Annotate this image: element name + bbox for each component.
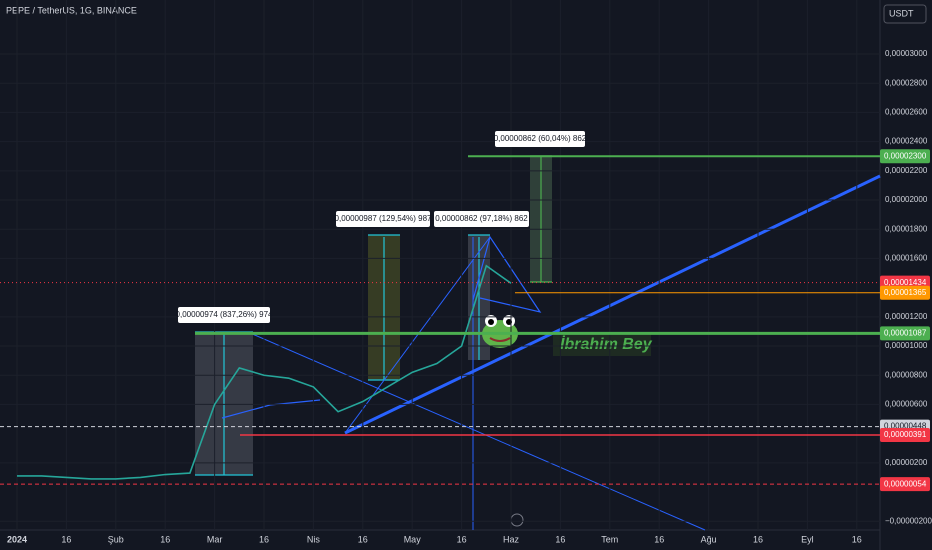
trend-line — [344, 174, 881, 435]
currency-button[interactable] — [883, 4, 927, 24]
x-tick-label: 16 — [358, 534, 368, 544]
measure-label-bg — [434, 211, 529, 227]
price-line — [17, 264, 512, 480]
currency-label: USDT — [889, 8, 914, 18]
y-tick-label: 0,00001000 — [885, 341, 928, 350]
trend-line — [344, 236, 491, 434]
x-tick-label: 16 — [555, 534, 565, 544]
price-tag-label: 0,00001434 — [884, 278, 927, 287]
measure-label-bg — [178, 307, 270, 323]
measure-label-bg — [336, 211, 430, 227]
x-tick-label: Ağu — [701, 534, 717, 544]
y-tick-label: 0,00002000 — [885, 195, 928, 204]
x-tick-label: Mar — [207, 534, 223, 544]
arrow-drawing — [221, 399, 321, 419]
x-tick-label: Nis — [307, 534, 320, 544]
price-tag — [880, 285, 930, 300]
price-tag — [880, 427, 930, 442]
measure-label: 0,00000987 (129,54%) 987 — [335, 214, 433, 223]
watermark: İbrahim Bey — [560, 335, 653, 353]
price-tag — [880, 149, 930, 164]
x-tick-label: 2024 — [7, 534, 27, 544]
y-tick-label: 0,00000800 — [885, 370, 928, 379]
price-tag-label: 0,00000391 — [884, 430, 927, 439]
y-tick-label: 0,00001600 — [885, 254, 928, 263]
price-tag-label: 0,00000448 — [884, 422, 927, 431]
x-tick-label: 16 — [61, 534, 71, 544]
y-tick-label: 0,00001200 — [885, 312, 928, 321]
y-tick-label: 0,00001800 — [885, 224, 928, 233]
y-tick-label: 0,00000200 — [885, 458, 928, 467]
price-tag-label: 0,00000054 — [884, 479, 927, 488]
measure-arrow — [530, 157, 552, 283]
x-tick-label: Eyl — [801, 534, 814, 544]
trend-line — [249, 332, 706, 531]
chart-title: PEPE / TetherUS, 1G, BINANCE — [6, 5, 137, 15]
measure-label: 0,00000974 (837,26%) 974 — [176, 310, 274, 319]
x-tick-label: 16 — [457, 534, 467, 544]
y-tick-label: 0,00002200 — [885, 166, 928, 175]
arrow-drawing — [472, 235, 542, 313]
y-tick-label: 0,00002800 — [885, 78, 928, 87]
x-tick-label: Tem — [601, 534, 618, 544]
x-tick-label: 16 — [852, 534, 862, 544]
measure-label-bg — [495, 131, 585, 147]
watermark-bg — [553, 333, 651, 356]
measure-label: 0,00000862 (60,04%) 862 — [494, 134, 587, 143]
price-tag-label: 0,00002300 — [884, 151, 927, 160]
x-tick-label: 16 — [654, 534, 664, 544]
x-tick-label: Haz — [503, 534, 520, 544]
y-tick-label: −0,00000200 — [885, 516, 932, 525]
price-tag-label: 0,00001365 — [884, 288, 927, 297]
x-tick-label: 16 — [259, 534, 269, 544]
measure-label: 0,00000862 (97,18%) 862 — [435, 214, 528, 223]
x-tick-label: May — [404, 534, 422, 544]
price-tag — [880, 326, 930, 341]
price-tag — [880, 477, 930, 492]
x-tick-label: 16 — [753, 534, 763, 544]
y-tick-label: 0,00002400 — [885, 137, 928, 146]
x-tick-label: Şub — [108, 534, 124, 544]
price-tag-label: 0,00001087 — [884, 328, 927, 337]
x-tick-label: 16 — [160, 534, 170, 544]
y-tick-label: 0,00000600 — [885, 400, 928, 409]
y-tick-label: 0,00002600 — [885, 108, 928, 117]
y-tick-label: 0,00003000 — [885, 49, 928, 58]
